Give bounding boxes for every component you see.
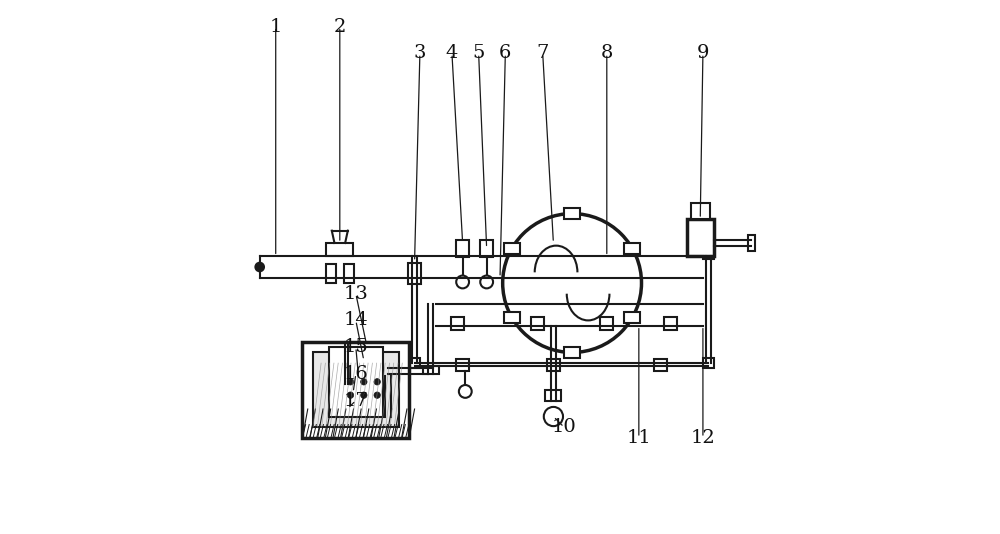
Circle shape [361,379,367,385]
Bar [326,243,353,256]
Bar [329,347,383,417]
Bar [664,317,677,330]
Bar [344,264,354,283]
Bar [748,235,755,251]
Bar [703,358,714,368]
Bar [547,359,560,371]
Circle shape [480,276,493,288]
Bar [313,352,399,427]
Bar [504,312,520,323]
Bar [531,317,544,330]
Text: 13: 13 [343,285,368,303]
Text: 16: 16 [343,365,368,383]
Bar [564,208,580,219]
Bar [545,390,561,400]
Text: 2: 2 [334,18,346,36]
Bar [302,342,409,438]
Bar [385,365,393,376]
Circle shape [347,379,354,385]
Circle shape [459,385,472,398]
Bar [326,264,336,283]
Bar [564,347,580,358]
Text: 10: 10 [552,418,576,436]
Bar [504,243,520,254]
Circle shape [361,392,367,398]
Bar [423,366,439,374]
Circle shape [503,214,642,352]
Bar [624,243,640,254]
Circle shape [374,392,380,398]
Circle shape [347,392,354,398]
Circle shape [374,379,380,385]
Text: 17: 17 [343,391,368,410]
Circle shape [456,276,469,288]
Bar [703,251,714,259]
Text: 14: 14 [343,311,368,329]
Bar [409,358,420,368]
Bar [687,219,714,256]
Bar [456,240,469,257]
Text: 11: 11 [626,429,651,447]
Circle shape [255,263,264,271]
Bar [624,312,640,323]
Text: 7: 7 [537,44,549,62]
Text: 9: 9 [697,44,709,62]
Bar [451,317,464,330]
Text: 8: 8 [601,44,613,62]
Bar [408,263,421,284]
Bar [600,317,613,330]
Text: 12: 12 [691,429,715,447]
Bar [691,203,710,219]
Text: 1: 1 [270,18,282,36]
Text: 3: 3 [414,44,426,62]
Text: 6: 6 [499,44,512,62]
Bar [654,359,667,371]
Text: 5: 5 [472,44,485,62]
Text: 15: 15 [343,338,368,356]
Circle shape [544,407,563,426]
Bar [480,240,493,257]
Bar [456,359,469,371]
Text: 4: 4 [446,44,458,62]
